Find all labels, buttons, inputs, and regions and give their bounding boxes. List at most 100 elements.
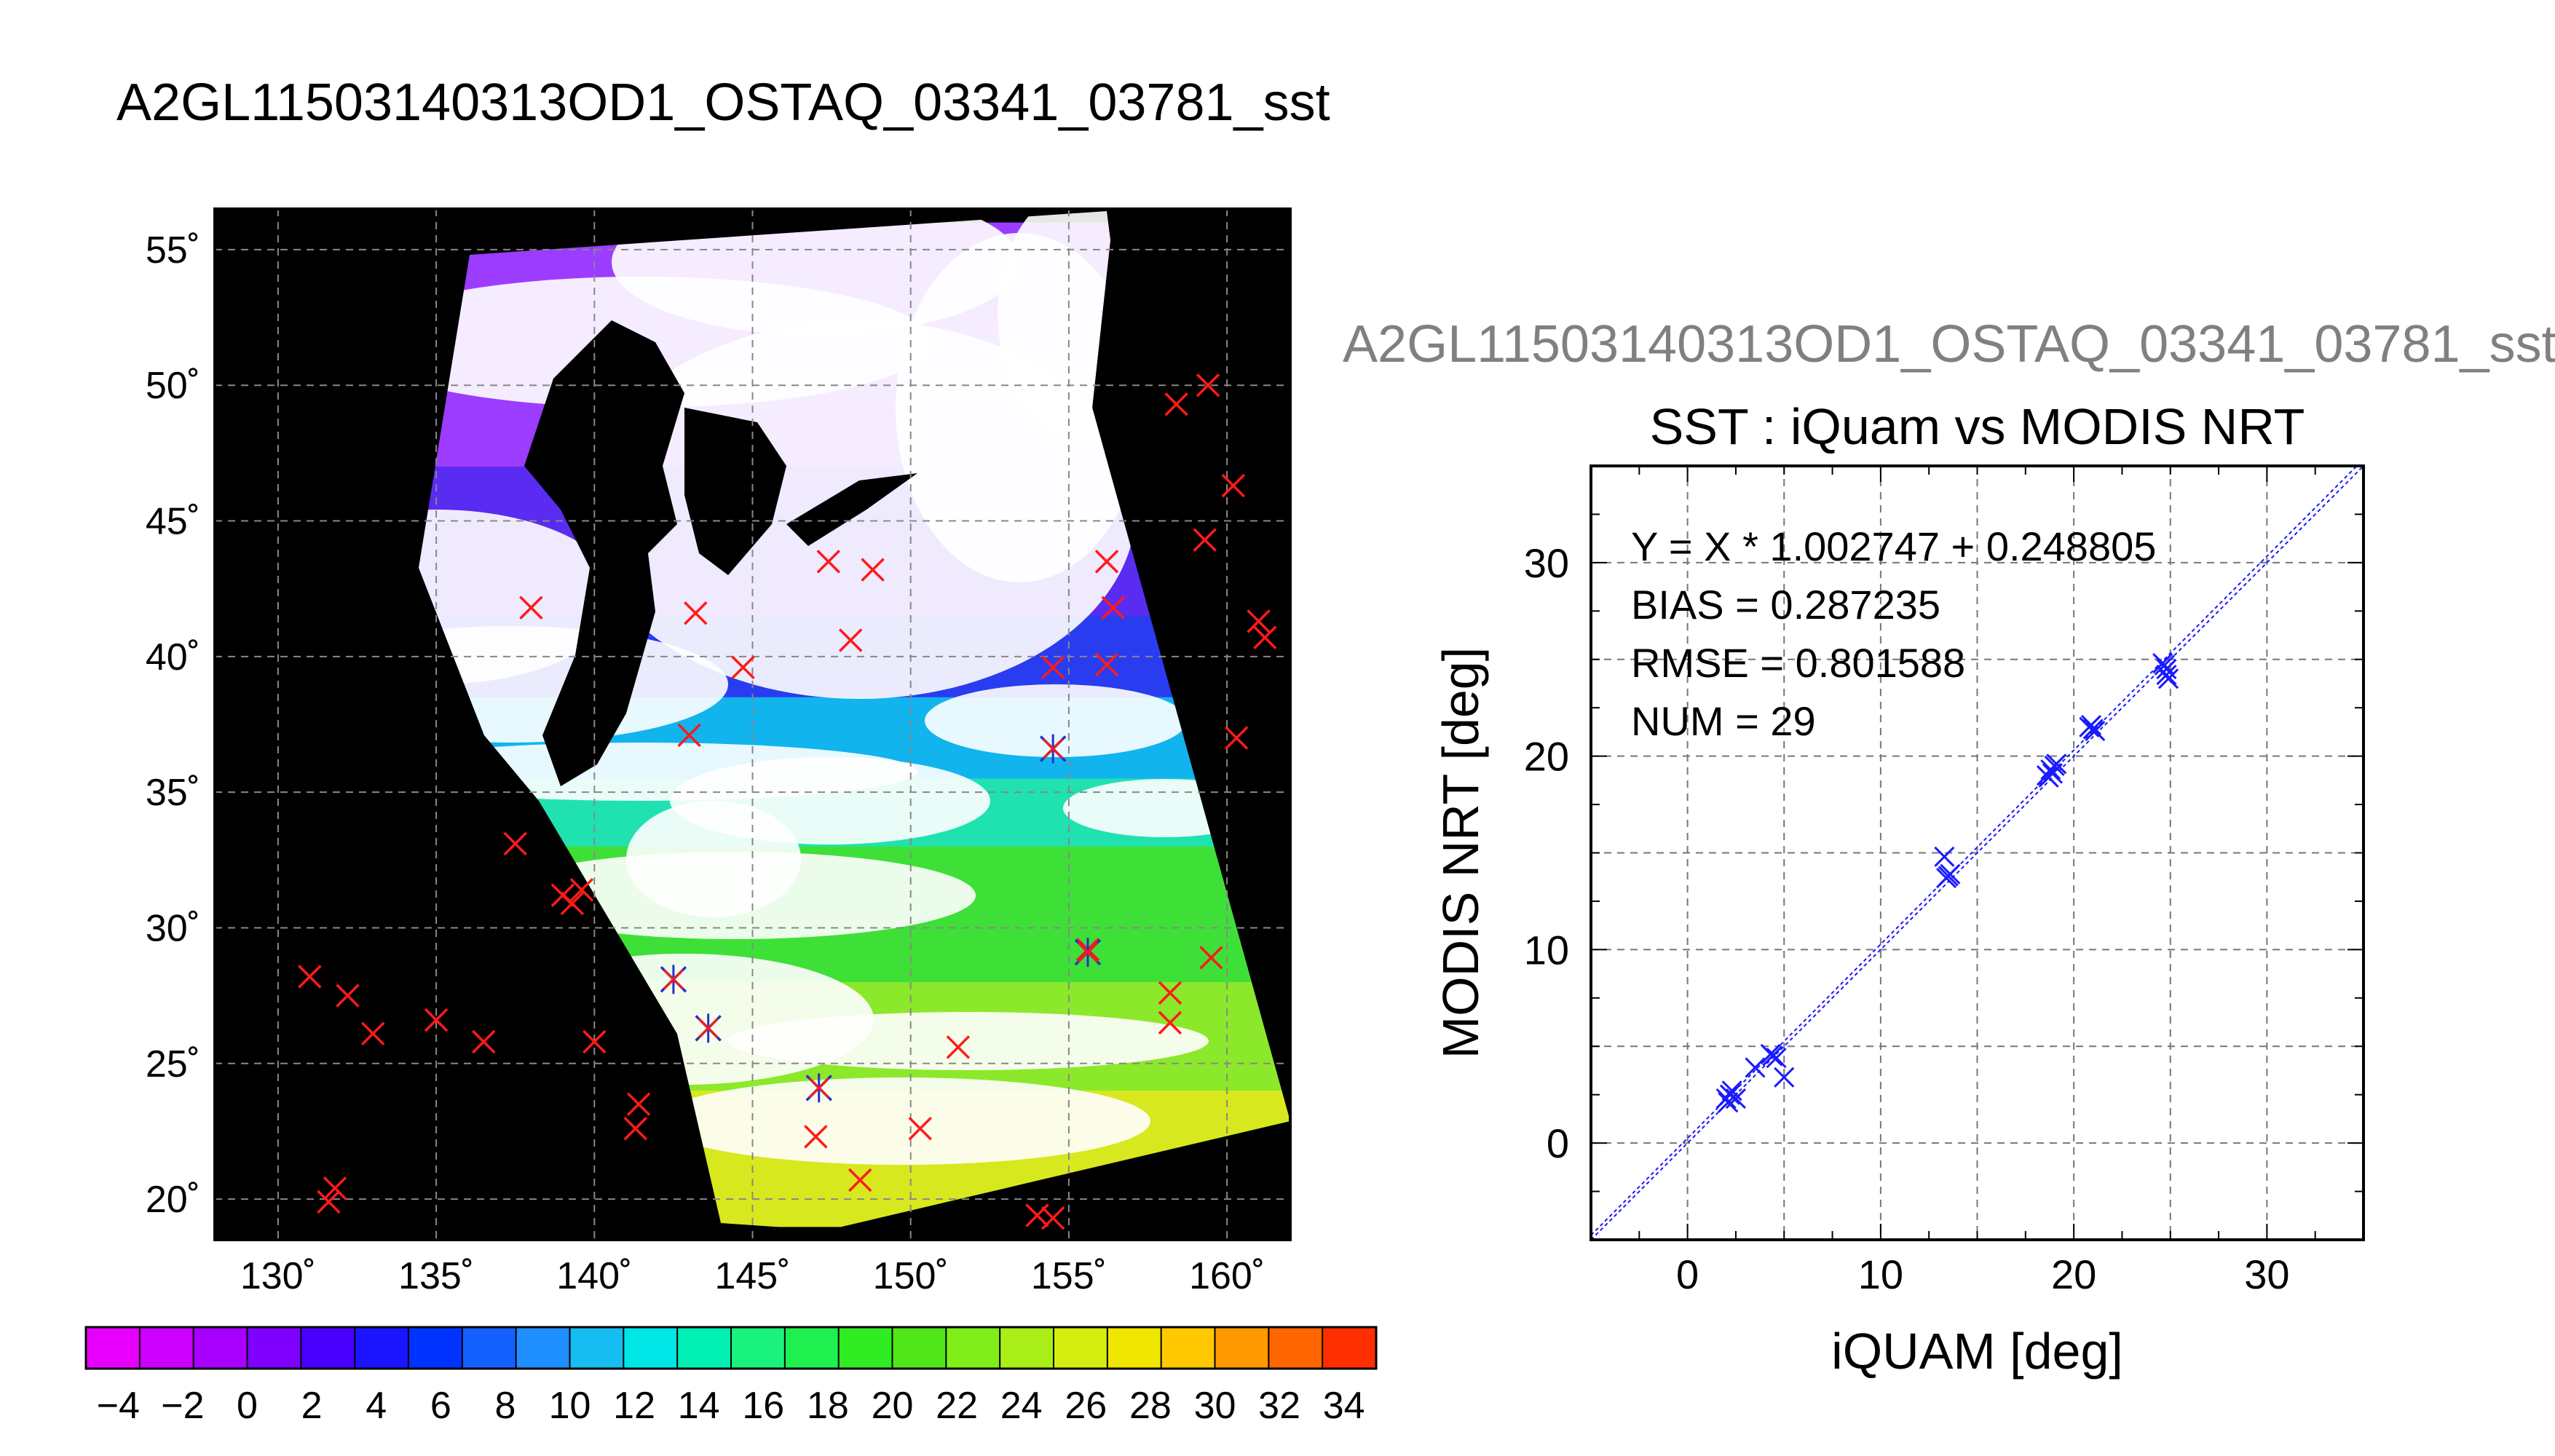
scatter-point [2158,668,2179,689]
marker-red [298,965,322,989]
marker-red [663,969,684,990]
colorbar-segment [193,1327,248,1369]
marker-red [808,1077,829,1099]
scatter-point [2044,755,2065,776]
scatter-point [1760,1043,1781,1064]
stats-annotation: BIAS = 0.287235 [1631,582,1940,628]
marker-red [1158,1010,1182,1035]
x-axis-label: iQUAM [deg] [1831,1323,2123,1380]
y-tick-label: 20 [1524,734,1569,780]
marker-red [1040,1206,1065,1230]
scatter-point [1725,1088,1746,1109]
colorbar-tick-label: 8 [494,1385,516,1427]
marker-red [684,601,708,625]
scatter-point [1715,1088,1737,1109]
swath-band [419,615,1290,698]
y-tick-label: 10 [1524,927,1569,973]
marker-red [623,1116,648,1141]
colorbar-segment [1215,1327,1269,1369]
scatter-point [1745,1057,1766,1078]
colorbar-segment [516,1327,570,1369]
cloud-patch [495,852,976,939]
scatter-point [2085,721,2106,742]
colorbar-segment [892,1327,947,1369]
colorbar-segment [784,1327,840,1369]
cloud-patch [896,233,1143,582]
colorbar-tick-label: 14 [678,1385,720,1427]
scatter-point [2082,719,2104,740]
colorbar-segment [1000,1327,1054,1369]
colorbar-tick-label: 18 [807,1385,849,1427]
scatter-grid [1591,466,2364,1240]
lat-tick-label: 35˚ [146,772,200,814]
colorbar-segment [408,1327,463,1369]
scatter-point [1934,846,1955,867]
marker-red [1094,652,1119,677]
cloud-patch [670,757,990,844]
map-grid [215,209,1290,1240]
scatter-point [1938,866,1959,887]
marker-red [1094,550,1119,574]
marker-red [804,1125,828,1149]
marker-red [1247,609,1271,633]
colorbar-segment [623,1327,678,1369]
lat-tick-label: 20˚ [146,1179,200,1221]
colorbar-tick-label: −4 [97,1385,140,1427]
marker-blue [660,965,687,994]
stats-annotation: RMSE = 0.801588 [1631,640,1965,686]
marker-red [336,984,360,1008]
colorbar-segment [1054,1327,1108,1369]
marker-red [1221,473,1246,498]
marker-red [838,628,863,652]
marker-red [1196,373,1220,397]
marker-red [1025,1203,1049,1227]
marker-red [1253,625,1277,649]
marker-red [626,1092,651,1116]
scatter-frame [1590,464,2365,1241]
stats-annotation: NUM = 29 [1631,698,1816,744]
cloud-patch [419,626,728,743]
land-mass [684,408,786,575]
colorbar-tick-label: 16 [742,1385,784,1427]
marker-red [677,723,701,748]
colorbar-tick-label: 20 [872,1385,914,1427]
marker-red [317,1190,341,1214]
marker-red [698,1018,719,1039]
swath-band [419,982,1290,1092]
x-tick-label: 20 [2051,1251,2096,1297]
marker-red [1077,941,1099,963]
colorbar-tick-label: 4 [366,1385,387,1427]
marker-red [424,1008,449,1032]
lon-tick-label: 130˚ [240,1255,316,1297]
marker-red [1158,981,1182,1005]
marker-blue [695,1013,722,1043]
y-axis-label: MODIS NRT [deg] [1432,647,1489,1059]
stats-annotation: Y = X * 1.002747 + 0.248805 [1631,523,2156,569]
colorbar-tick-label: 28 [1129,1385,1172,1427]
colorbar-tick-label: 6 [430,1385,451,1427]
marker-red [1101,596,1125,620]
y-tick-label: 30 [1524,540,1569,586]
cloud-patch [612,211,1019,335]
fit-line [1591,466,2358,1236]
colorbar-tick-label: 2 [301,1385,323,1427]
colorbar-segment [838,1327,893,1369]
cloud-patch [728,1012,1209,1070]
marker-red [731,655,755,679]
land-mass [688,422,721,480]
marker-red [323,1176,347,1200]
x-tick-label: 0 [1676,1251,1699,1297]
land-mass [786,473,917,546]
cloud-patch [998,211,1187,444]
scatter-title: SST : iQuam vs MODIS NRT [1650,398,2305,455]
marker-red [569,878,594,902]
map-frame [213,207,1292,1241]
map-swath [419,211,1290,1227]
colorbar-tick-label: 34 [1323,1385,1365,1427]
colorbar-tick-label: −2 [161,1385,204,1427]
lon-tick-label: 145˚ [714,1255,790,1297]
colorbar-segment [462,1327,517,1369]
cloud-patch [626,801,801,917]
swath-band [419,1091,1290,1227]
scatter-point [2038,767,2059,788]
